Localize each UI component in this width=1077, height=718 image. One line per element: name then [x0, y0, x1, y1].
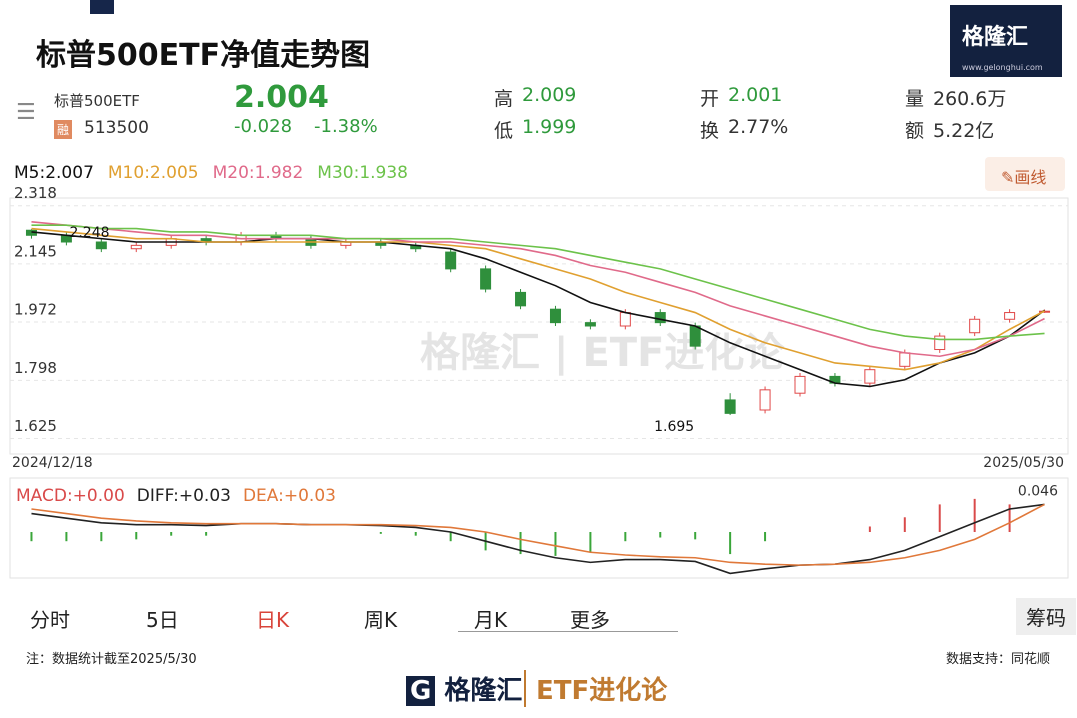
- logo: 格隆汇 www.gelonghui.com: [950, 5, 1062, 77]
- y-tick-label: 2.145: [14, 242, 57, 260]
- tab[interactable]: 日K: [256, 608, 290, 632]
- tab[interactable]: 周K: [364, 608, 398, 632]
- button-text: 画线: [1014, 168, 1047, 187]
- tab[interactable]: 月K: [474, 608, 508, 632]
- label: 额: [905, 120, 925, 142]
- macd-line: [31, 503, 1045, 575]
- legend-entry: DIFF:+0.03: [137, 486, 231, 506]
- candle-body: [934, 335, 946, 351]
- draw-button[interactable]: ✎画线: [985, 157, 1065, 191]
- y-tick-label: 0.046: [1018, 484, 1058, 500]
- y-tick-label: 1.798: [14, 359, 57, 377]
- high-annotation: 2.248: [69, 225, 109, 241]
- button-label: ✎画线: [1001, 168, 1047, 187]
- candle-body: [130, 244, 142, 250]
- brand: G 格隆汇: [406, 670, 522, 707]
- brand-name: 格隆汇: [444, 676, 523, 706]
- candle-body: [794, 375, 806, 394]
- label: 换: [700, 120, 720, 142]
- value: 2.77%: [728, 116, 789, 138]
- macd-line: [31, 503, 1045, 566]
- candle-body: [654, 312, 666, 324]
- stock-code: 513500: [84, 118, 149, 138]
- candle-body: [95, 241, 107, 250]
- change-pct: -1.38%: [314, 116, 378, 137]
- macd-frame: [9, 477, 1069, 579]
- value: 5.22亿: [933, 120, 995, 142]
- logo-url: www.gelonghui.com: [962, 63, 1043, 72]
- title: 标普500ETF净值走势图: [36, 38, 371, 73]
- column: ETF进化论: [524, 670, 667, 707]
- value: 1.999: [522, 116, 577, 138]
- legend-entry: MACD:+0.00: [16, 486, 125, 506]
- tab[interactable]: 5日: [146, 608, 179, 632]
- candle-body: [515, 291, 527, 307]
- stock-name: 标普500ETF: [54, 92, 140, 110]
- menu-icon[interactable]: ☰: [16, 100, 36, 125]
- y-tick-label: 1.972: [14, 300, 57, 318]
- ma-line: [31, 227, 1045, 371]
- legend-entry: M10:2.005: [108, 163, 199, 183]
- footnote: 注：数据统计截至2025/5/30: [26, 652, 197, 667]
- candle-body: [619, 312, 631, 327]
- candle-body: [864, 369, 876, 384]
- legend-entry: M30:1.938: [317, 163, 408, 183]
- watermark: 格隆汇 | ETF进化论: [420, 330, 785, 377]
- label: 低: [494, 120, 514, 142]
- change: -0.028: [234, 116, 293, 137]
- tab-bar: 分时 5日 日K 周K 月K 更多 筹码: [0, 596, 1077, 636]
- source: 数据支持：同花顺: [946, 652, 1051, 667]
- candle-body: [1004, 312, 1016, 320]
- ma-line: [31, 221, 1045, 358]
- label: 量: [905, 88, 925, 110]
- candle-body: [899, 352, 911, 367]
- corner-tab: [90, 0, 114, 14]
- tab[interactable]: 更多: [570, 608, 610, 632]
- y-tick-label: 1.625: [14, 417, 57, 435]
- value: 260.6万: [933, 88, 1007, 110]
- candle-body: [480, 268, 492, 290]
- ma-line: [31, 224, 1045, 341]
- chart: 格隆汇 | ETF进化论 2.318 2.145 1.972 1.798 1.625 M5…: [9, 163, 1069, 579]
- legend-entry: M20:1.982: [213, 163, 304, 183]
- candle-body: [445, 251, 457, 270]
- legend-entry: M5:2.007: [14, 163, 94, 183]
- candle-body: [584, 322, 596, 327]
- tab-underline: [458, 631, 678, 632]
- label: 高: [494, 88, 514, 110]
- value: 2.009: [522, 84, 577, 106]
- tab[interactable]: 分时: [30, 608, 70, 632]
- logo-name: 格隆汇: [962, 25, 1029, 50]
- price-frame: [9, 197, 1069, 455]
- candle-body: [969, 318, 981, 334]
- candle-body: [759, 389, 771, 411]
- y-tick-label: 2.318: [14, 184, 57, 202]
- candle-body: [724, 399, 736, 414]
- badge: 融: [54, 120, 73, 139]
- price: 2.004: [234, 80, 329, 115]
- low-annotation: 1.695: [654, 419, 694, 435]
- value: 2.001: [728, 84, 783, 106]
- label: 开: [700, 88, 720, 110]
- x-tick-label: 2025/05/30: [983, 455, 1064, 471]
- candle-body: [549, 308, 561, 324]
- candle-body: [689, 325, 701, 347]
- x-tick-label: 2024/12/18: [12, 455, 93, 471]
- tab[interactable]: 筹码: [1016, 598, 1076, 635]
- legend-entry: DEA:+0.03: [243, 486, 336, 506]
